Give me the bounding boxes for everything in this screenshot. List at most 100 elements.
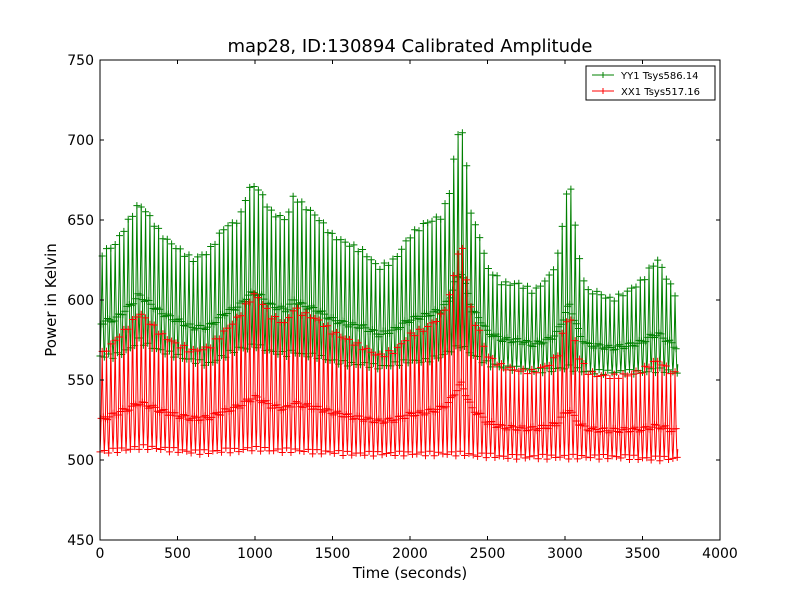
data-point (189, 257, 197, 265)
data-point (269, 300, 277, 308)
data-point (662, 362, 670, 370)
data-point (322, 447, 330, 455)
data-point (462, 392, 470, 400)
data-point (378, 451, 386, 459)
data-point (393, 343, 401, 351)
data-point (372, 351, 380, 359)
data-point (506, 363, 514, 371)
data-point (667, 280, 675, 288)
data-point (150, 321, 158, 329)
data-point (215, 229, 223, 237)
data-point (467, 303, 475, 311)
data-point (658, 263, 666, 271)
data-point (287, 449, 295, 457)
data-point (136, 291, 144, 299)
data-point (662, 275, 670, 283)
data-point (541, 277, 549, 285)
data-point (432, 213, 440, 221)
data-point (300, 447, 308, 455)
ticks-layer: 0 500 1000 1500 2000 2500 3000 3500 4000 450 500 55… (67, 53, 738, 562)
data-point (163, 336, 171, 344)
data-point (506, 281, 514, 289)
data-point (435, 448, 443, 456)
data-point (483, 326, 491, 334)
data-point (557, 413, 565, 421)
data-point (477, 409, 485, 417)
data-point (372, 260, 380, 268)
data-point (625, 455, 633, 463)
data-point (458, 244, 466, 252)
data-point (298, 198, 306, 206)
data-point (109, 444, 117, 452)
data-point (497, 360, 505, 368)
data-point (558, 329, 566, 337)
data-point (502, 278, 510, 286)
data-point (365, 447, 373, 455)
data-point (462, 279, 470, 287)
data-point (237, 312, 245, 320)
data-point (185, 251, 193, 259)
data-point (254, 186, 262, 194)
data-point (463, 276, 471, 284)
data-point (359, 346, 367, 354)
data-point (333, 328, 341, 336)
data-point (328, 330, 336, 338)
data-point (284, 306, 292, 314)
data-point (453, 387, 461, 395)
data-point (348, 451, 356, 459)
data-point (480, 249, 488, 257)
data-point (419, 327, 427, 335)
data-point (625, 366, 633, 374)
data-point (124, 215, 132, 223)
data-point (526, 453, 534, 461)
data-point (340, 317, 348, 325)
data-point (411, 332, 419, 340)
data-point (133, 313, 141, 321)
series-line (99, 248, 679, 461)
x-axis-label: Time (seconds) (352, 564, 468, 582)
data-point (267, 315, 275, 323)
data-point (176, 245, 184, 253)
data-point (571, 337, 579, 345)
data-point (623, 372, 631, 380)
data-point (279, 304, 287, 312)
data-point (451, 391, 459, 399)
data-point (150, 222, 158, 230)
data-point (599, 450, 607, 458)
data-point (148, 442, 156, 450)
data-point (517, 451, 525, 459)
data-point (189, 345, 197, 353)
data-point (111, 336, 119, 344)
data-point (570, 411, 578, 419)
data-point (446, 294, 454, 302)
data-point (135, 445, 143, 453)
data-point (454, 250, 462, 258)
data-point (532, 369, 540, 377)
data-point (554, 352, 562, 360)
data-point (194, 253, 202, 261)
data-point (604, 455, 612, 463)
data-point (238, 402, 246, 410)
x-tick-label: 0 (96, 546, 105, 562)
data-point (466, 398, 474, 406)
data-point (257, 447, 265, 455)
data-point (478, 449, 486, 457)
data-point (380, 353, 388, 361)
data-point (643, 454, 651, 462)
data-point (464, 289, 472, 297)
data-point (387, 449, 395, 457)
data-point (540, 339, 548, 347)
data-point (558, 222, 566, 230)
data-point (395, 447, 403, 455)
data-point (415, 325, 423, 333)
data-point (398, 340, 406, 348)
series-xx1 (96, 244, 681, 465)
data-point (152, 445, 160, 453)
data-point (467, 209, 475, 217)
y-tick-label: 700 (67, 133, 94, 149)
data-point (580, 277, 588, 285)
data-point (320, 322, 328, 330)
data-point (177, 318, 185, 326)
data-point (167, 312, 175, 320)
data-point (116, 232, 124, 240)
